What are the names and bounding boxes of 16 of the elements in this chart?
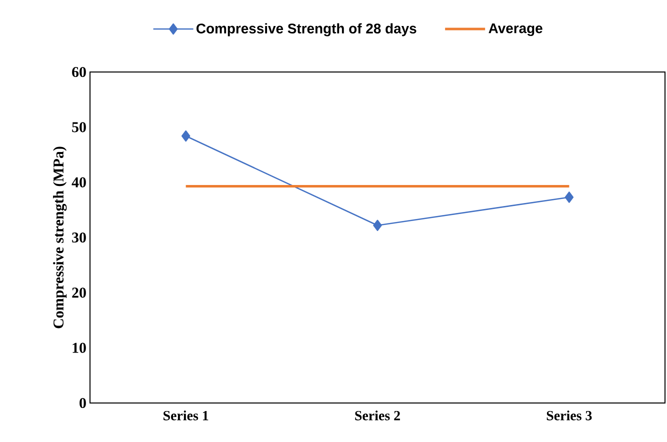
point xyxy=(373,220,382,231)
point xyxy=(181,130,190,142)
legend-label: Average xyxy=(488,23,542,36)
y-tick-label: 0 xyxy=(80,398,86,408)
legend-label: Compressive Strength of 28 days xyxy=(196,23,416,36)
y-tick-label: 50 xyxy=(72,122,86,132)
y-tick-label: 30 xyxy=(72,232,86,243)
x-tick-label: Series 2 xyxy=(355,410,400,420)
point xyxy=(564,192,574,203)
y-tick-label: 40 xyxy=(72,177,86,188)
x-tick-label: Series 3 xyxy=(546,410,592,420)
y-axis-title: Compressive strength (MPa) xyxy=(53,146,67,328)
y-tick-label: 10 xyxy=(72,342,86,353)
x-tick-label: Series 1 xyxy=(164,410,208,420)
y-tick-label: 20 xyxy=(72,288,86,298)
y-tick-label: 60 xyxy=(72,66,86,78)
